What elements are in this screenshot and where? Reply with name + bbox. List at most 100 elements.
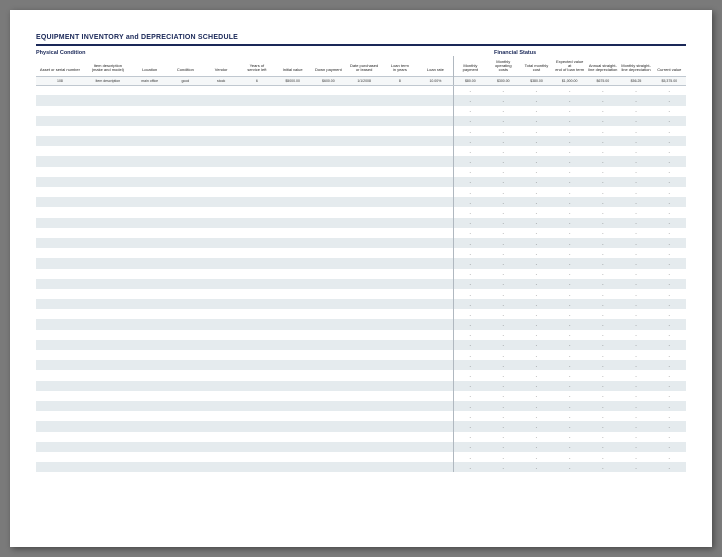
table-cell[interactable] [275, 330, 311, 340]
table-cell[interactable]: - [653, 248, 686, 258]
table-cell[interactable] [168, 442, 204, 452]
table-cell[interactable]: - [553, 411, 586, 421]
table-cell[interactable]: - [487, 340, 520, 350]
table-cell[interactable] [84, 462, 132, 472]
table-cell[interactable]: - [454, 330, 487, 340]
table-cell[interactable]: - [487, 187, 520, 197]
table-cell[interactable] [275, 340, 311, 350]
table-cell[interactable] [203, 319, 239, 329]
table-cell[interactable] [36, 228, 84, 238]
table-cell[interactable]: - [520, 401, 553, 411]
table-cell[interactable] [382, 381, 418, 391]
table-cell[interactable]: - [487, 269, 520, 279]
table-cell[interactable]: - [487, 95, 520, 105]
table-cell[interactable] [203, 340, 239, 350]
table-cell[interactable] [84, 218, 132, 228]
table-cell[interactable]: - [586, 238, 619, 248]
table-cell[interactable] [275, 156, 311, 166]
table-cell[interactable] [311, 228, 347, 238]
table-cell[interactable]: - [487, 319, 520, 329]
table-cell[interactable] [311, 167, 347, 177]
table-cell[interactable]: - [487, 391, 520, 401]
table-cell[interactable]: - [454, 177, 487, 187]
table-cell[interactable] [275, 279, 311, 289]
table-cell[interactable] [84, 177, 132, 187]
table-cell[interactable] [203, 370, 239, 380]
table-cell[interactable] [203, 146, 239, 156]
table-cell[interactable]: - [586, 411, 619, 421]
table-cell[interactable] [203, 462, 239, 472]
table-cell[interactable] [168, 309, 204, 319]
table-cell[interactable] [418, 360, 454, 370]
table-cell[interactable] [382, 452, 418, 462]
table-cell[interactable] [84, 95, 132, 105]
table-cell[interactable] [418, 187, 454, 197]
table-cell[interactable] [168, 391, 204, 401]
table-cell[interactable] [168, 116, 204, 126]
table-cell[interactable] [168, 146, 204, 156]
table-cell[interactable]: - [553, 269, 586, 279]
table-cell[interactable] [275, 238, 311, 248]
table-cell[interactable] [382, 85, 418, 95]
table-cell[interactable]: - [653, 258, 686, 268]
table-cell[interactable]: - [586, 299, 619, 309]
table-cell[interactable] [132, 85, 168, 95]
table-cell[interactable] [311, 269, 347, 279]
table-cell[interactable] [346, 391, 382, 401]
table-cell[interactable]: - [487, 299, 520, 309]
table-cell[interactable]: - [586, 258, 619, 268]
table-cell[interactable] [382, 106, 418, 116]
table-cell[interactable] [132, 167, 168, 177]
table-cell[interactable] [418, 299, 454, 309]
table-cell[interactable]: - [454, 218, 487, 228]
table-cell[interactable] [36, 401, 84, 411]
table-cell[interactable] [239, 85, 275, 95]
table-cell[interactable] [346, 218, 382, 228]
table-cell[interactable]: - [553, 370, 586, 380]
table-cell[interactable] [203, 350, 239, 360]
table-cell[interactable]: - [487, 381, 520, 391]
table-cell[interactable]: - [454, 411, 487, 421]
table-cell[interactable]: - [619, 370, 652, 380]
table-cell[interactable]: - [619, 319, 652, 329]
table-cell[interactable]: - [454, 269, 487, 279]
table-cell[interactable] [239, 340, 275, 350]
table-cell[interactable] [168, 432, 204, 442]
table-cell[interactable] [168, 167, 204, 177]
table-cell[interactable]: - [520, 279, 553, 289]
table-cell[interactable]: - [653, 360, 686, 370]
table-cell[interactable] [275, 106, 311, 116]
table-cell[interactable]: - [553, 381, 586, 391]
table-cell[interactable] [311, 207, 347, 217]
table-cell[interactable] [275, 452, 311, 462]
table-cell[interactable] [418, 381, 454, 391]
table-cell[interactable] [311, 156, 347, 166]
table-cell[interactable] [132, 126, 168, 136]
table-cell[interactable]: - [586, 442, 619, 452]
table-cell[interactable] [239, 370, 275, 380]
table-cell[interactable]: - [586, 218, 619, 228]
table-cell[interactable] [275, 289, 311, 299]
table-cell[interactable] [311, 340, 347, 350]
table-cell[interactable]: - [487, 462, 520, 472]
table-cell[interactable]: - [454, 401, 487, 411]
table-cell[interactable] [84, 106, 132, 116]
table-cell[interactable] [239, 218, 275, 228]
table-cell[interactable]: - [553, 360, 586, 370]
table-cell[interactable]: - [586, 452, 619, 462]
table-cell[interactable] [36, 340, 84, 350]
table-cell[interactable] [311, 350, 347, 360]
table-cell[interactable]: - [619, 197, 652, 207]
table-cell[interactable] [382, 309, 418, 319]
table-cell[interactable] [168, 238, 204, 248]
table-cell[interactable]: - [553, 401, 586, 411]
table-cell[interactable]: - [454, 442, 487, 452]
table-cell[interactable] [418, 248, 454, 258]
table-cell[interactable] [382, 462, 418, 472]
table-cell[interactable]: - [520, 381, 553, 391]
table-cell[interactable] [36, 248, 84, 258]
table-cell[interactable] [311, 391, 347, 401]
table-cell[interactable] [36, 106, 84, 116]
table-cell[interactable] [168, 156, 204, 166]
table-cell[interactable] [203, 187, 239, 197]
